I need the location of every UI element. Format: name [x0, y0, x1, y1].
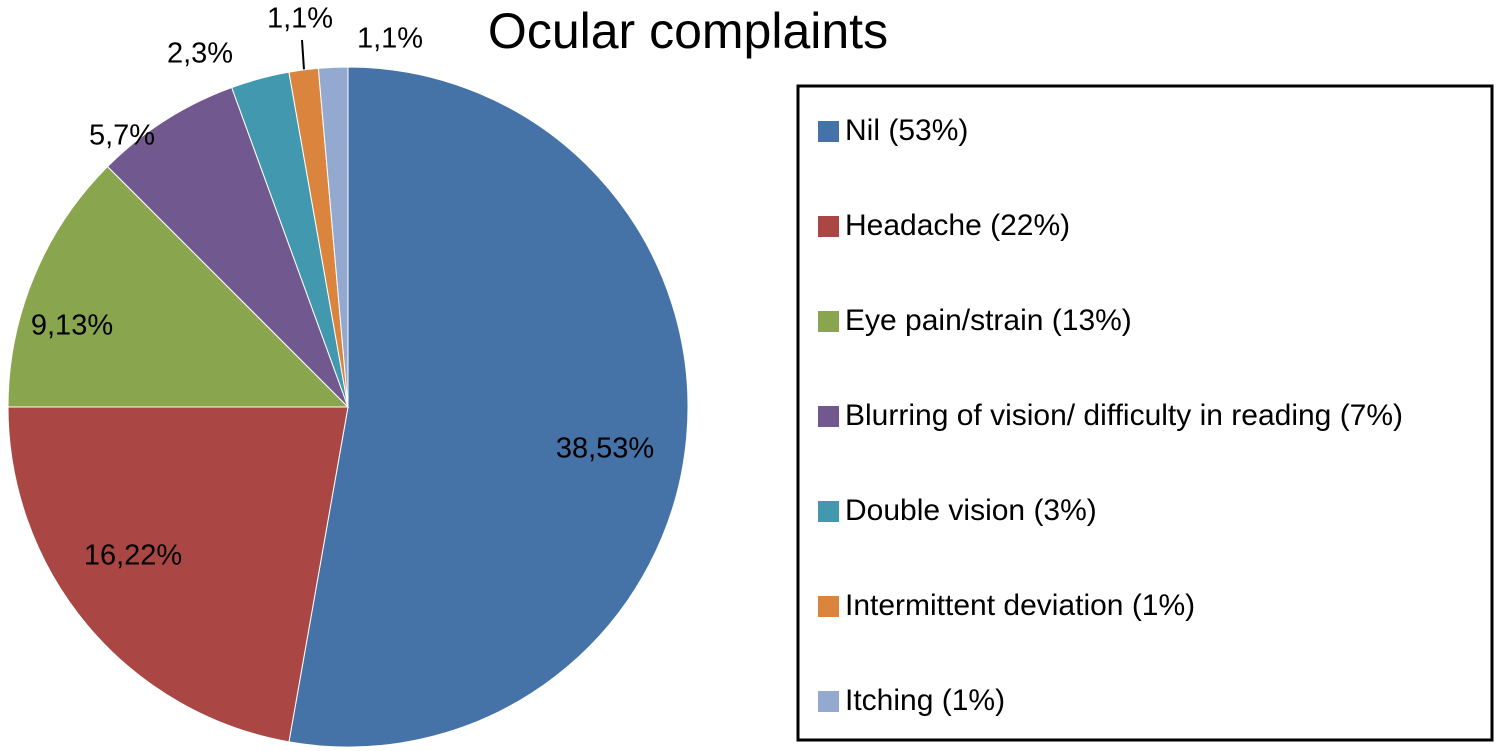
legend-label: Double vision (3%) [845, 494, 1097, 527]
legend-swatch [818, 311, 839, 332]
legend-swatch [818, 596, 839, 617]
legend-box [796, 84, 1494, 742]
chart-title: Ocular complaints [488, 3, 888, 59]
data-label: 9,13% [31, 310, 113, 342]
legend-label: Nil (53%) [845, 114, 968, 147]
legend-label: Intermittent deviation (1%) [845, 589, 1195, 622]
legend-label: Blurring of vision/ difficulty in readin… [845, 399, 1403, 432]
legend-swatch [818, 121, 839, 142]
legend-swatch [818, 501, 839, 522]
leader-line [301, 39, 305, 71]
pie-slice [106, 86, 349, 408]
data-label: 5,7% [89, 120, 155, 152]
data-label: 38,53% [556, 433, 654, 465]
data-label: 2,3% [167, 38, 233, 70]
pie-slice [317, 66, 349, 408]
pie-slice [288, 66, 689, 748]
data-label: 1,1% [357, 23, 423, 55]
legend-label: Eye pain/strain (13%) [845, 304, 1132, 337]
pie-slice [7, 165, 350, 408]
data-label: 16,22% [84, 540, 182, 572]
data-label: 1,1% [267, 3, 333, 35]
legend-swatch [818, 216, 839, 237]
legend-swatch [818, 406, 839, 427]
legend-label: Itching (1%) [845, 684, 1005, 717]
legend-label: Headache (22%) [845, 209, 1070, 242]
pie-slice [7, 406, 349, 743]
legend-swatch [818, 691, 839, 712]
